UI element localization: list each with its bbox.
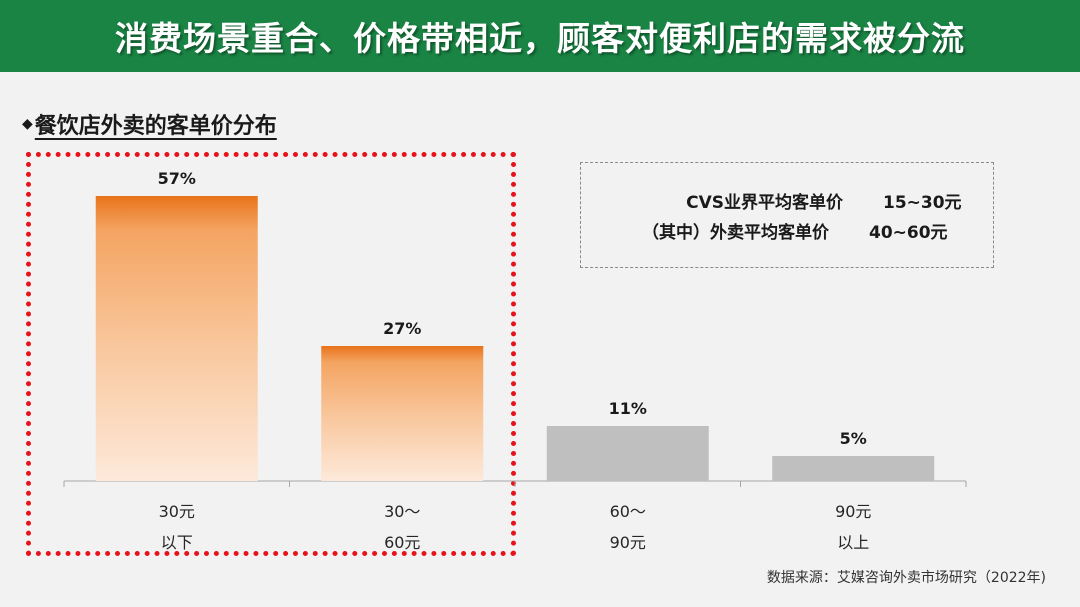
info-label-takeout: （其中）外卖平均客单价: [642, 222, 829, 243]
info-label-cvs: CVS业界平均客单价: [686, 192, 843, 213]
x-tick-label: 以下: [161, 533, 193, 552]
bar-value-label: 57%: [158, 169, 196, 188]
x-tick-label: 以上: [837, 533, 869, 552]
bar-4: [772, 456, 935, 481]
x-tick-label: 60～: [610, 502, 646, 521]
x-tick-label: 60元: [384, 533, 420, 552]
info-row-cvs: CVS业界平均客单价 15~30元: [581, 185, 993, 215]
section-heading: ◆ 餐饮店外卖的客单价分布: [22, 108, 277, 140]
page-title: 消费场景重合、价格带相近，顾客对便利店的需求被分流: [115, 19, 965, 58]
bar-2: [321, 346, 484, 481]
bar-1: [95, 196, 258, 481]
x-tick-label: 30～: [384, 502, 420, 521]
bar-value-label: 27%: [383, 319, 421, 338]
info-box: CVS业界平均客单价 15~30元 （其中）外卖平均客单价 40~60元: [580, 162, 994, 268]
bar-value-label: 11%: [609, 399, 647, 418]
info-value-takeout: 40~60元: [869, 222, 948, 243]
header-bar: 消费场景重合、价格带相近，顾客对便利店的需求被分流: [0, 0, 1080, 72]
x-tick-label: 90元: [835, 502, 871, 521]
info-value-cvs: 15~30元: [883, 192, 962, 213]
x-tick-label: 90元: [610, 533, 646, 552]
info-row-takeout: （其中）外卖平均客单价 40~60元: [581, 215, 993, 245]
data-source-note: 数据来源：艾媒咨询外卖市场研究（2022年): [766, 570, 1046, 586]
diamond-bullet-icon: ◆: [22, 116, 33, 132]
bar-3: [546, 426, 709, 481]
section-title: 餐饮店外卖的客单价分布: [34, 114, 277, 139]
x-tick-label: 30元: [159, 502, 195, 521]
highlight-frame: [26, 152, 516, 556]
bar-value-label: 5%: [840, 429, 867, 448]
